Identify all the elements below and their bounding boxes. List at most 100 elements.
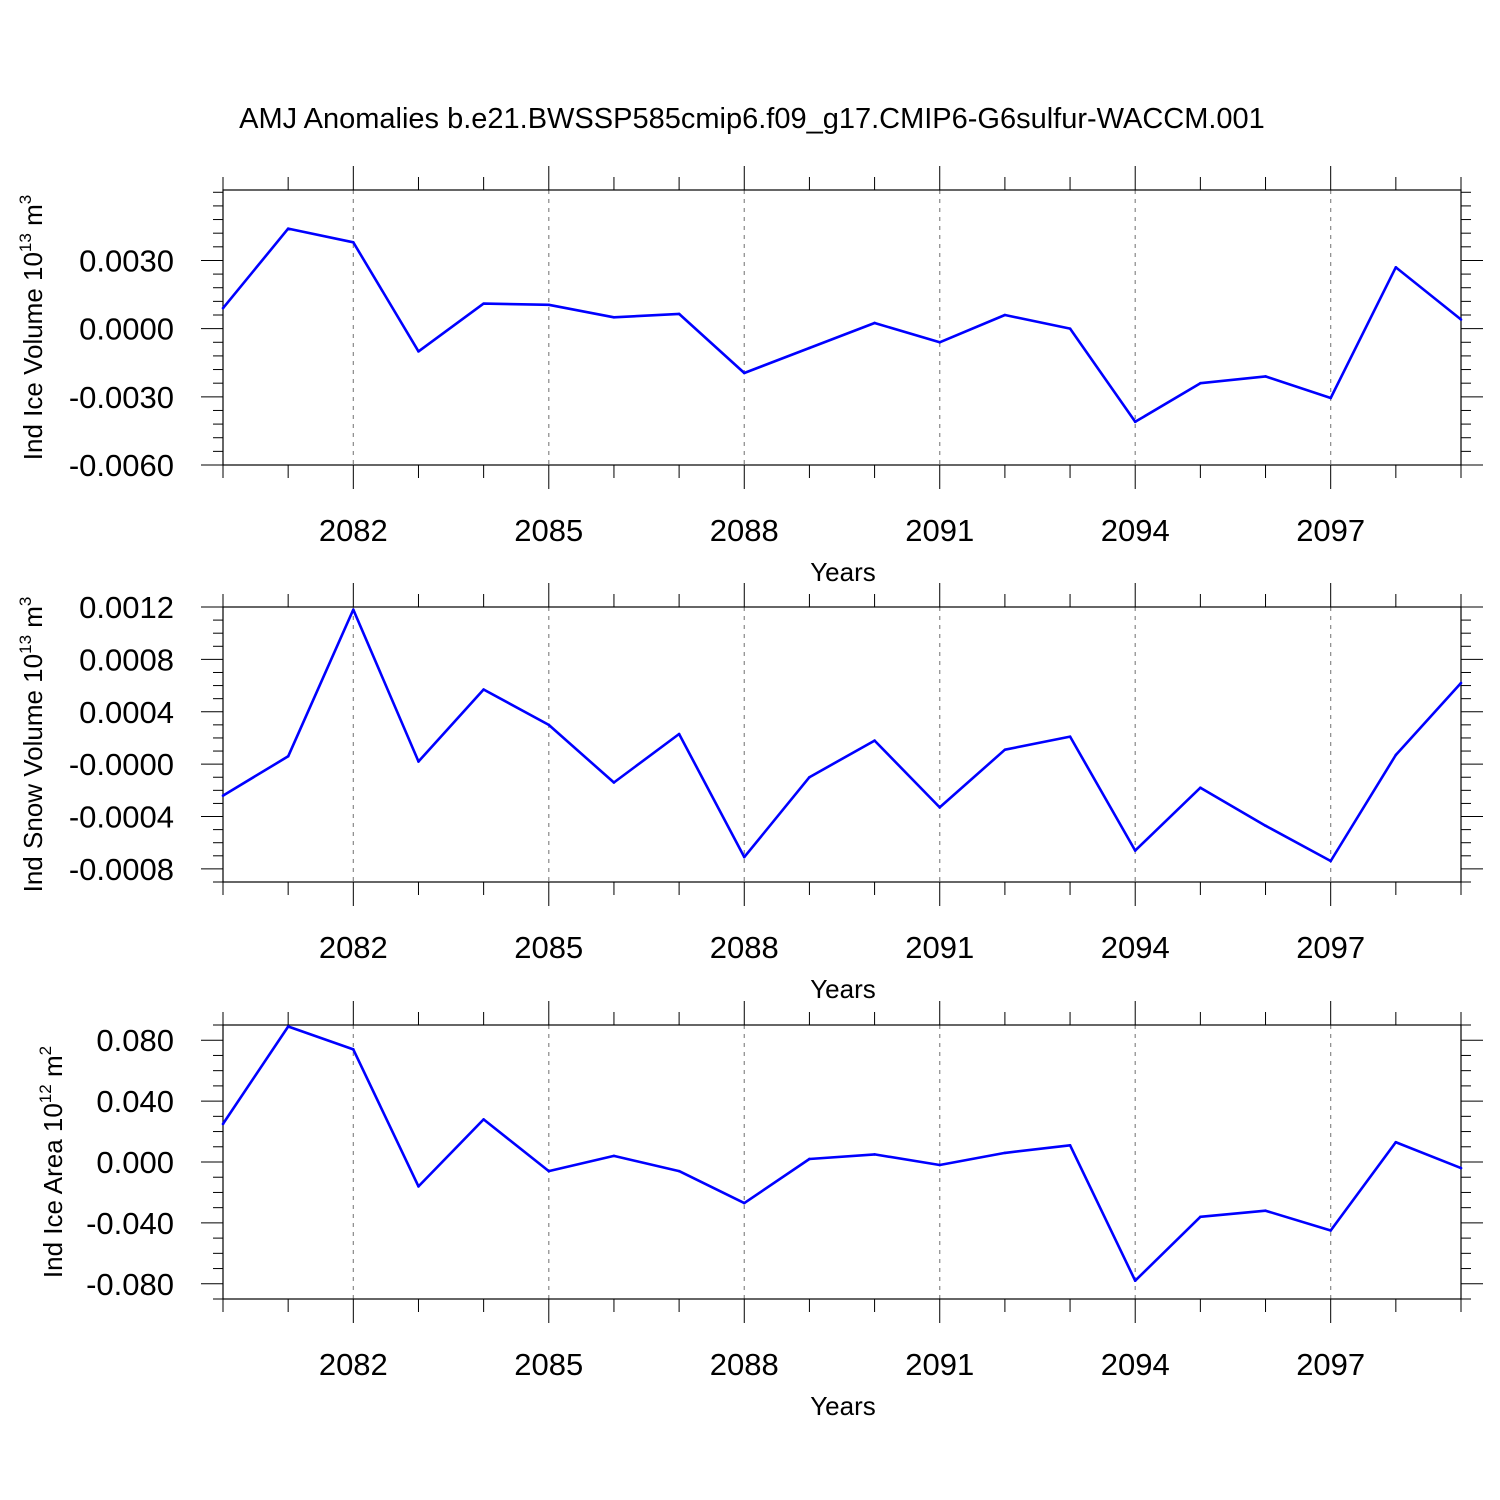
y-tick-label: 0.0008 xyxy=(79,642,174,677)
x-tick-label: 2091 xyxy=(905,1347,974,1382)
data-point-2084 xyxy=(482,302,485,305)
y-tick-label: -0.080 xyxy=(86,1267,174,1302)
data-point-2085 xyxy=(547,303,551,307)
data-point-2082 xyxy=(352,1048,355,1051)
figure-title: AMJ Anomalies b.e21.BWSSP585cmip6.f09_g1… xyxy=(239,103,1265,135)
data-point-2092 xyxy=(1003,313,1007,317)
panel-2: -0.0008 -0.0004 -0.0000 0.0004 0.0008 0.0012 2… xyxy=(16,583,1483,1004)
data-point-2097 xyxy=(1329,1229,1332,1232)
x-axis-label: Years xyxy=(810,557,876,587)
y-tick-label: -0.0004 xyxy=(69,800,174,835)
series-line xyxy=(221,1025,1462,1282)
data-point-2093 xyxy=(1068,735,1072,738)
data-point-2091 xyxy=(938,340,942,344)
x-tick-label: 2088 xyxy=(710,1347,779,1382)
data-point-2097 xyxy=(1329,859,1332,863)
data-point-2096 xyxy=(1264,824,1267,827)
y-tick-label: -0.040 xyxy=(86,1206,174,1241)
y-tick-label: 0.080 xyxy=(96,1023,174,1058)
y-axis-label-exponent: 13 xyxy=(16,635,35,654)
y-axis-label-unit-exponent: 2 xyxy=(36,1046,55,1055)
data-point-2094 xyxy=(1133,849,1137,852)
data-point-2080 xyxy=(221,794,225,797)
data-point-2081 xyxy=(286,227,290,230)
y-axis-label-unit-exponent: 3 xyxy=(16,597,35,606)
data-point-2085 xyxy=(547,1169,551,1173)
data-point-2082 xyxy=(352,240,355,244)
y-axis-label-unit-exponent: 3 xyxy=(16,195,35,204)
x-axis-label: Years xyxy=(810,974,876,1004)
data-point-2083 xyxy=(417,350,420,353)
data-point-2098 xyxy=(1394,1140,1398,1144)
data-point-2098 xyxy=(1394,265,1398,269)
data-point-2092 xyxy=(1003,748,1007,752)
data-point-2093 xyxy=(1068,1143,1072,1147)
data-point-2080 xyxy=(221,1122,225,1126)
x-axis-label: Years xyxy=(810,1391,876,1421)
y-axis-label-prefix: Ind Ice Area 10 xyxy=(38,1103,68,1278)
data-point-2091 xyxy=(938,806,942,809)
y-axis-label-prefix: Ind Ice Volume 10 xyxy=(18,252,48,460)
data-point-2099 xyxy=(1459,318,1463,321)
data-point-2084 xyxy=(482,688,485,691)
data-point-2086 xyxy=(612,1154,616,1158)
x-tick-label: 2094 xyxy=(1101,930,1170,965)
x-tick-label: 2094 xyxy=(1101,513,1170,548)
data-point-2090 xyxy=(873,321,876,325)
y-tick-label: 0.000 xyxy=(96,1145,174,1180)
data-point-2098 xyxy=(1394,753,1398,757)
x-tick-label: 2097 xyxy=(1296,930,1365,965)
data-point-2099 xyxy=(1459,681,1463,685)
y-axis-label-unit: m xyxy=(38,1055,68,1084)
x-tick-label: 2094 xyxy=(1101,1347,1170,1382)
data-point-2092 xyxy=(1003,1151,1007,1155)
data-point-2097 xyxy=(1329,396,1332,400)
data-point-2085 xyxy=(547,723,551,727)
series-line xyxy=(221,227,1462,424)
x-tick-label: 2082 xyxy=(319,513,388,548)
data-point-2083 xyxy=(417,1185,420,1188)
data-point-2087 xyxy=(677,312,681,316)
y-tick-label: 0.0012 xyxy=(79,590,174,625)
data-point-2090 xyxy=(873,1153,876,1156)
data-point-2080 xyxy=(221,306,225,310)
x-tick-label: 2097 xyxy=(1296,1347,1365,1382)
x-tick-label: 2082 xyxy=(319,930,388,965)
x-tick-label: 2091 xyxy=(905,513,974,548)
y-tick-label: -0.0030 xyxy=(69,380,174,415)
data-point-2081 xyxy=(286,1025,290,1028)
data-point-2095 xyxy=(1199,1215,1202,1219)
data-point-2096 xyxy=(1264,375,1267,378)
x-tick-label: 2088 xyxy=(710,513,779,548)
data-point-2095 xyxy=(1199,381,1202,385)
data-point-2084 xyxy=(482,1118,485,1121)
data-point-2088 xyxy=(742,371,746,375)
panel-3: -0.080 -0.040 0.000 0.040 0.080 2082 2085 2088 2… xyxy=(36,1001,1483,1421)
series-line xyxy=(222,608,1462,863)
y-tick-label: 0.0030 xyxy=(79,243,174,278)
data-point-2089 xyxy=(808,1157,811,1161)
y-axis-label-unit: m xyxy=(18,606,48,635)
x-tick-label: 2085 xyxy=(514,513,583,548)
y-axis-label-exponent: 12 xyxy=(36,1084,55,1103)
y-axis-label: Ind Ice Area 1012 m2 xyxy=(36,1046,68,1278)
data-point-2091 xyxy=(938,1163,942,1167)
data-point-2081 xyxy=(286,754,290,758)
data-point-2082 xyxy=(352,608,355,611)
data-point-2087 xyxy=(677,732,681,736)
data-point-2089 xyxy=(808,346,811,350)
y-axis-label-exponent: 13 xyxy=(16,233,35,252)
y-tick-label: -0.0060 xyxy=(69,448,174,483)
x-tick-label: 2082 xyxy=(319,1347,388,1382)
data-point-2094 xyxy=(1133,1279,1137,1283)
data-point-2083 xyxy=(417,760,420,763)
y-tick-label: 0.0000 xyxy=(79,312,174,347)
x-tick-label: 2091 xyxy=(905,930,974,965)
data-point-2086 xyxy=(612,315,616,319)
x-tick-label: 2097 xyxy=(1296,513,1365,548)
data-point-2099 xyxy=(1459,1166,1463,1170)
data-point-2095 xyxy=(1199,786,1202,790)
